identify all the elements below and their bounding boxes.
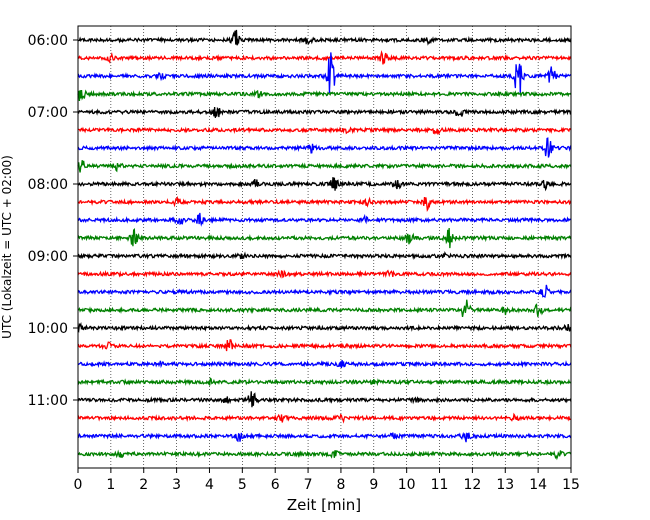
- trace-1045: [77, 377, 572, 387]
- trace-1115: [77, 412, 572, 424]
- trace-1015: [77, 339, 572, 352]
- y-tick-label-0900: 09:00: [28, 249, 68, 265]
- x-tick-label-11: 11: [431, 477, 449, 493]
- trace-1100: [77, 391, 572, 408]
- x-tick-label-1: 1: [106, 477, 115, 493]
- trace-0700: [77, 106, 572, 118]
- trace-0815: [77, 195, 572, 213]
- seismic-traces: [77, 29, 572, 461]
- plot-frame: [77, 25, 572, 469]
- x-tick-label-9: 9: [369, 477, 378, 493]
- trace-0715: [77, 126, 572, 135]
- trace-0830: [77, 212, 572, 227]
- trace-0915: [77, 269, 572, 279]
- x-tick-label-13: 13: [496, 477, 514, 493]
- trace-0600: [77, 29, 572, 46]
- trace-0645: [77, 89, 572, 102]
- x-axis-ticks: 0 1 2 3 4 5 6 7 8 9 10 11 12 13 14 15: [74, 468, 580, 493]
- trace-0930: [77, 284, 572, 298]
- x-tick-label-12: 12: [463, 477, 481, 493]
- y-tick-label-1000: 10:00: [28, 321, 68, 337]
- x-tick-label-10: 10: [398, 477, 416, 493]
- x-tick-label-2: 2: [139, 477, 148, 493]
- trace-0730: [77, 137, 572, 158]
- trace-0845: [77, 227, 572, 249]
- x-tick-label-0: 0: [74, 477, 83, 493]
- x-axis-label: Zeit [min]: [287, 496, 361, 514]
- trace-1030: [77, 359, 572, 369]
- x-tick-label-4: 4: [205, 477, 214, 493]
- y-tick-label-0600: 06:00: [28, 33, 68, 49]
- x-tick-label-5: 5: [238, 477, 247, 493]
- x-tick-label-8: 8: [336, 477, 345, 493]
- x-tick-label-3: 3: [172, 477, 181, 493]
- x-tick-label-6: 6: [271, 477, 280, 493]
- y-tick-label-1100: 11:00: [28, 393, 68, 409]
- trace-1145: [77, 449, 572, 461]
- trace-0945: [77, 299, 572, 318]
- y-axis-label: UTC (Lokalzeit = UTC + 02:00): [0, 155, 14, 339]
- trace-0615: [77, 50, 572, 65]
- y-tick-label-0700: 07:00: [28, 105, 68, 121]
- y-tick-label-0800: 08:00: [28, 177, 68, 193]
- trace-1000: [77, 321, 572, 334]
- trace-0800: [77, 177, 572, 192]
- x-tick-label-14: 14: [529, 477, 547, 493]
- trace-0630: [77, 52, 572, 95]
- x-tick-label-15: 15: [562, 477, 580, 493]
- trace-0900: [77, 250, 572, 261]
- y-axis-ticks: 06:00 07:00 08:00 09:00 10:00 11:00: [28, 33, 78, 409]
- trace-1130: [77, 431, 572, 443]
- x-tick-label-7: 7: [304, 477, 313, 493]
- trace-0745: [77, 160, 572, 173]
